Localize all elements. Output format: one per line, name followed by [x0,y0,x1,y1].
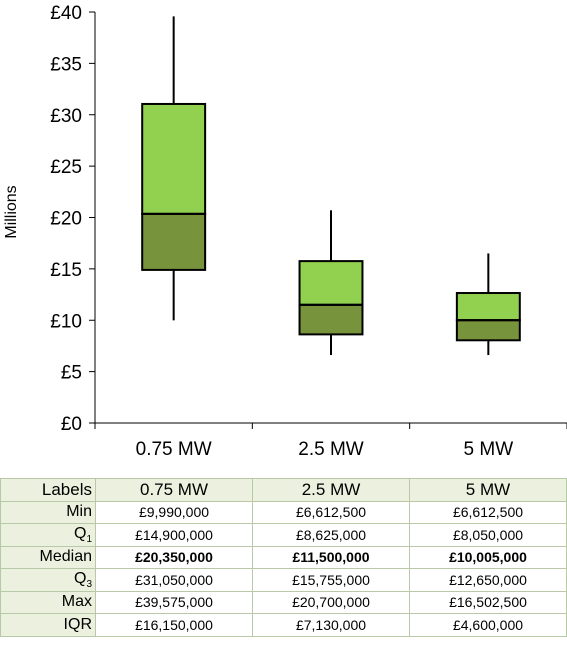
table-row: Q3 £31,050,000 £15,755,000 £12,650,000 [0,568,567,592]
table-cell: £6,612,500 [252,500,410,524]
table-row-label: Median [0,545,96,569]
box-upper-half [455,292,521,322]
box-upper-half [141,102,207,215]
table-row-label: Min [0,500,96,524]
table-row-label: IQR [0,613,96,637]
table-row: IQR £16,150,000 £7,130,000 £4,600,000 [0,613,567,637]
y-tick-label: £35 [50,54,82,75]
y-tick-label: £0 [61,414,82,435]
box-upper-half [298,260,364,306]
table-row-label: Q3 [0,568,96,592]
y-tick-label: £40 [50,3,82,24]
stats-table: Labels 0.75 MW 2.5 MW 5 MW Min £9,990,000… [0,478,567,637]
table-cell: £6,612,500 [409,500,567,524]
table-cell: £8,625,000 [252,523,410,547]
table-cell: £31,050,000 [95,568,253,592]
table-cell: £4,600,000 [409,613,567,637]
table-corner-label: Labels [0,478,96,502]
table-cell: £15,755,000 [252,568,410,592]
table-header-row: Labels 0.75 MW 2.5 MW 5 MW [0,478,567,502]
y-tick-label: £15 [50,260,82,281]
table-header-cell: 2.5 MW [252,478,410,502]
table-cell: £20,700,000 [252,590,410,614]
table-cell: £11,500,000 [252,545,410,569]
table-row: Min £9,990,000 £6,612,500 £6,612,500 [0,500,567,524]
table-header-cell: 5 MW [409,478,567,502]
table-cell: £16,150,000 [95,613,253,637]
y-tick-label: £30 [50,106,82,127]
table-cell: £16,502,500 [409,590,567,614]
y-tick-label: £5 [61,363,82,384]
table-row-label: Q1 [0,523,96,547]
x-axis: 0.75 MW 2.5 MW 5 MW [94,422,567,460]
x-tick-label: 5 MW [464,439,514,460]
box-lower-half [141,212,207,271]
table-cell: £14,900,000 [95,523,253,547]
table-cell: £10,005,000 [409,545,567,569]
y-axis-ticks: £0 £5 £10 £15 £20 £25 £30 £35 £40 [50,3,96,435]
x-tick-label: 2.5 MW [298,439,364,460]
stats-table-body: Labels 0.75 MW 2.5 MW 5 MW Min £9,990,000… [0,478,567,637]
table-header-cell: 0.75 MW [95,478,253,502]
table-row-label: Max [0,590,96,614]
table-cell: £8,050,000 [409,523,567,547]
y-axis-label: Millions [3,185,20,238]
y-tick-label: £10 [50,311,82,332]
table-row: Q1 £14,900,000 £8,625,000 £8,050,000 [0,523,567,547]
box-lower-half [455,319,521,342]
box-plot-chart: Millions £0 £5 £10 £15 £20 £25 £30 £35 £40 0.75 … [3,3,567,460]
x-tick-label: 0.75 MW [136,439,212,460]
box-lower-half [298,303,364,336]
table-cell: £7,130,000 [252,613,410,637]
table-cell: £20,350,000 [95,545,253,569]
table-row: Median £20,350,000 £11,500,000 £10,005,000 [0,545,567,569]
y-tick-label: £25 [50,157,82,178]
boxes [141,16,521,356]
table-row: Max £39,575,000 £20,700,000 £16,502,500 [0,590,567,614]
y-tick-label: £20 [50,209,82,230]
table-cell: £9,990,000 [95,500,253,524]
table-cell: £39,575,000 [95,590,253,614]
table-cell: £12,650,000 [409,568,567,592]
